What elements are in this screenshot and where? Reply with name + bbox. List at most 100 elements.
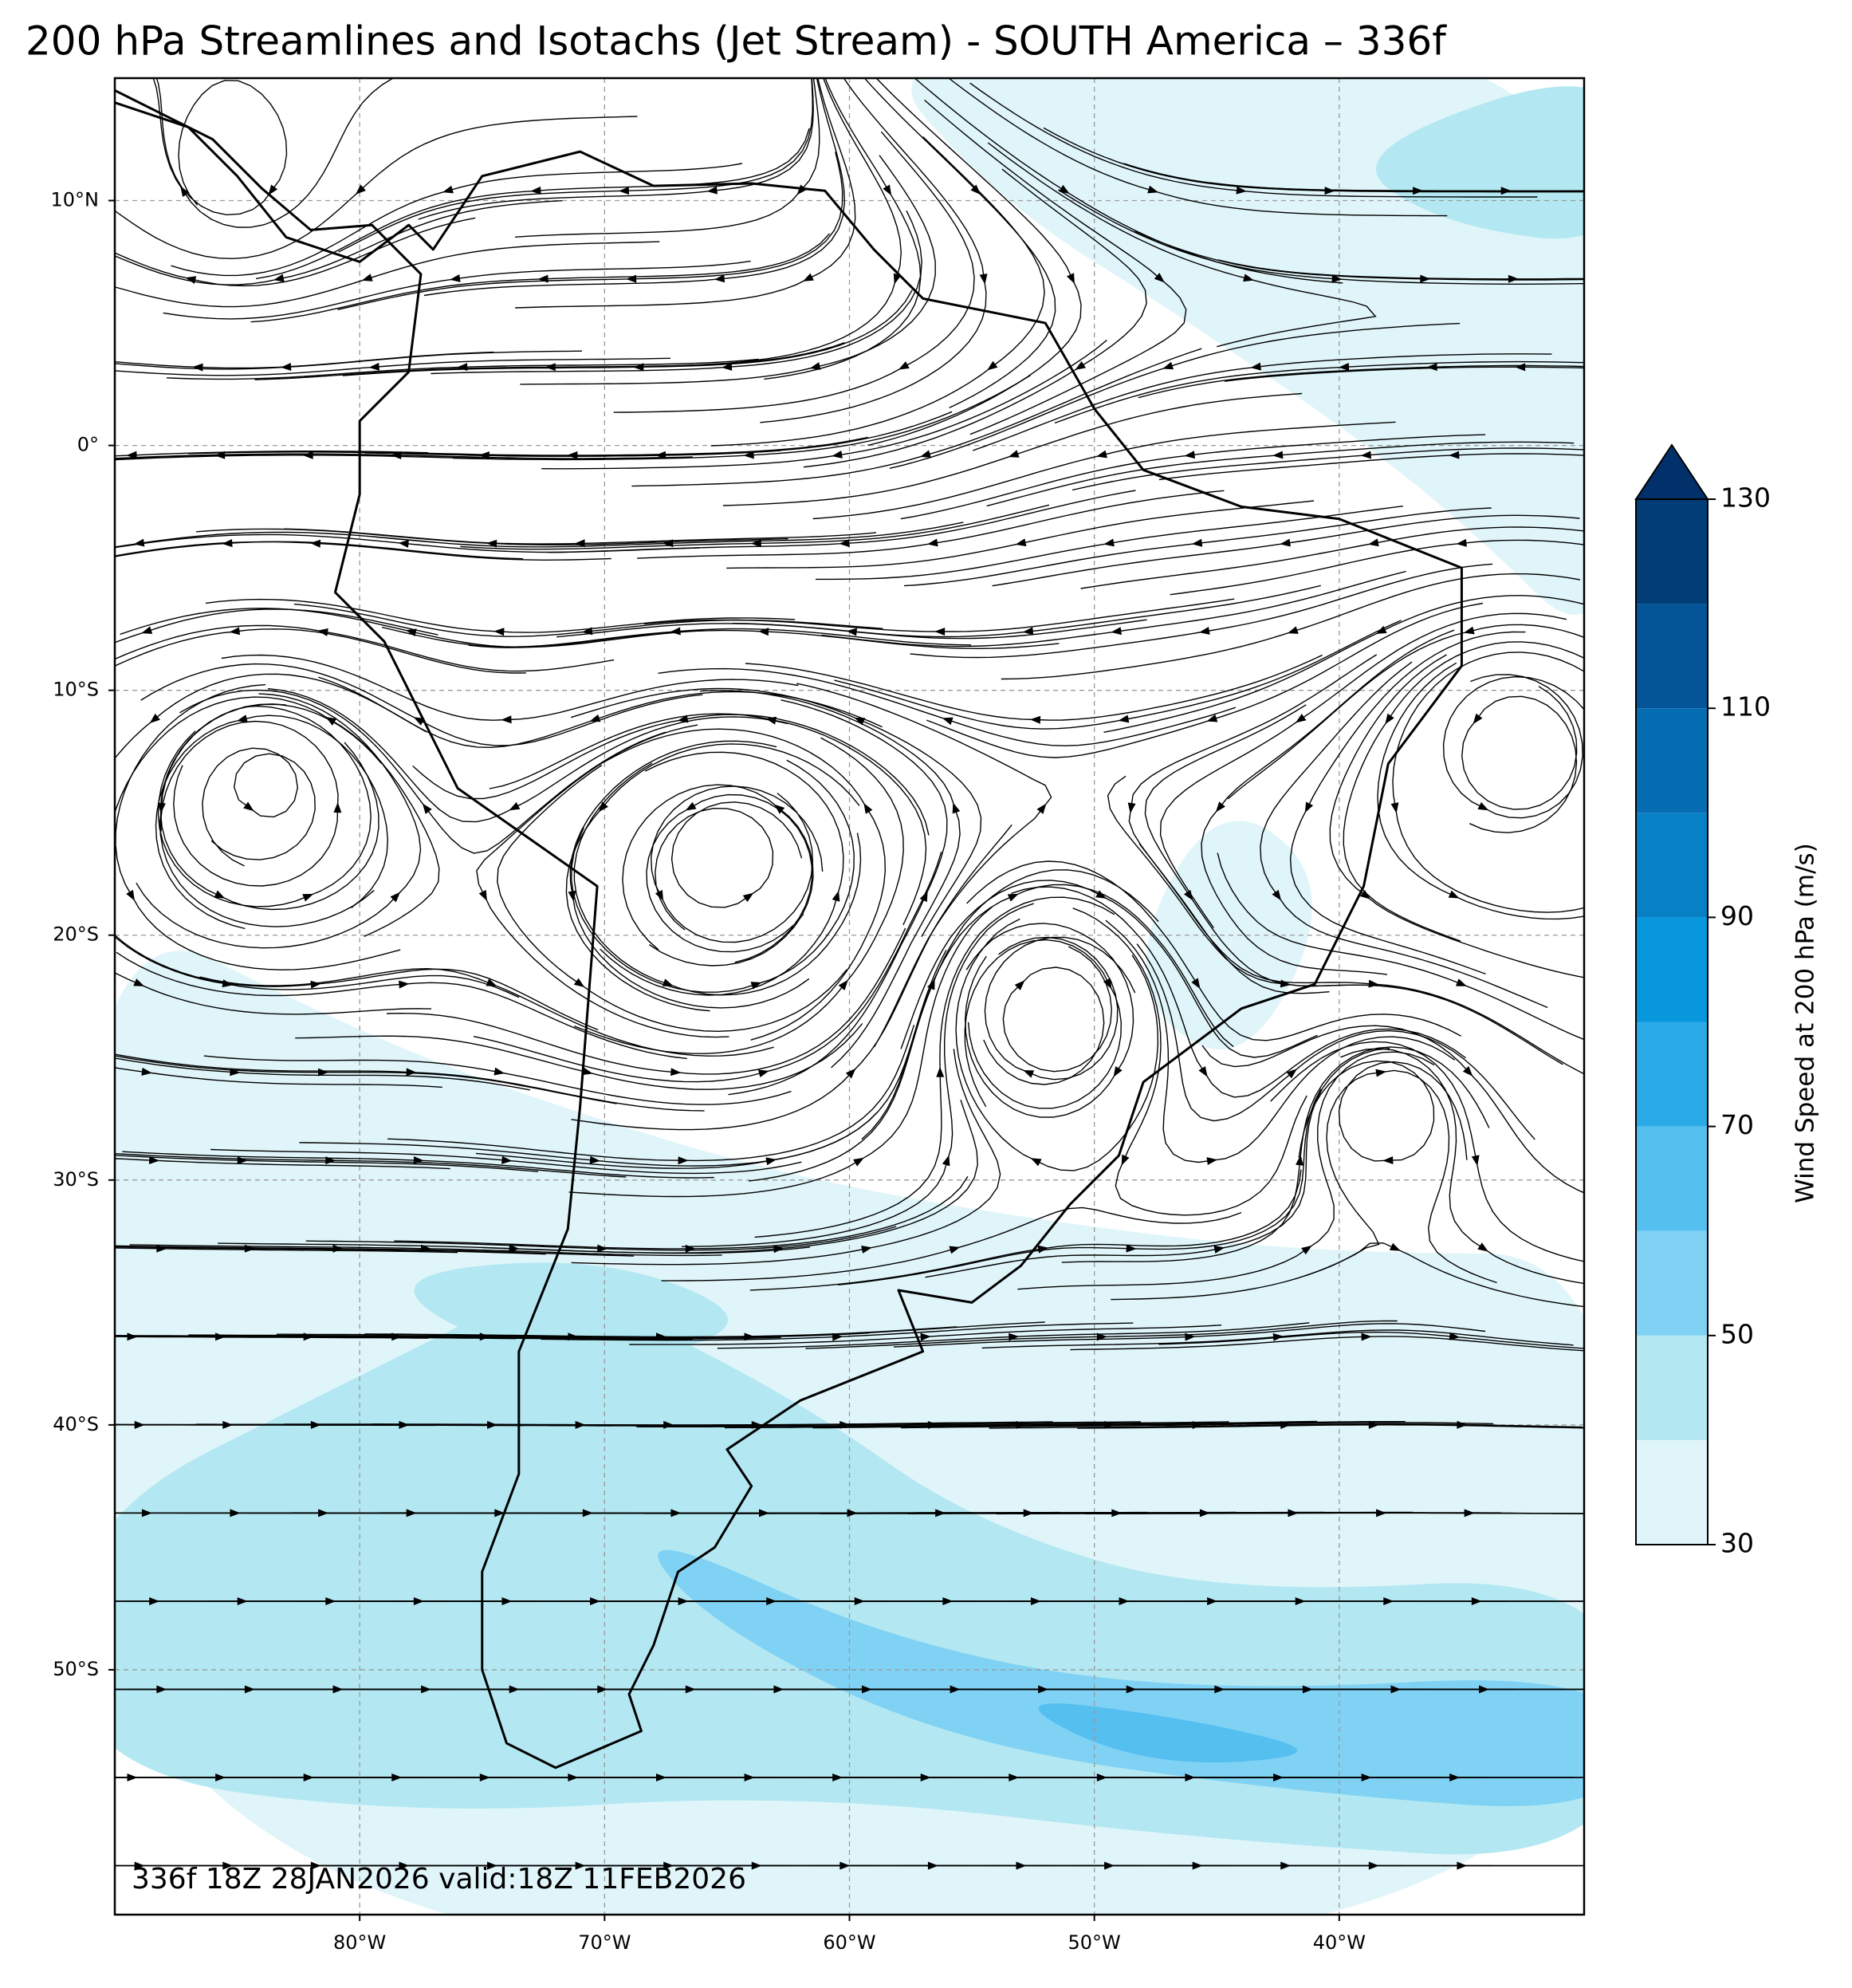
lat-tick-label: 10°S xyxy=(53,679,99,701)
streamline xyxy=(514,78,820,238)
streamline-arrow xyxy=(832,890,840,902)
streamline-arrow xyxy=(1191,978,1201,990)
streamline xyxy=(646,793,813,963)
streamline-arrow xyxy=(413,717,425,726)
streamline-arrow xyxy=(1359,889,1371,900)
streamline-arrow xyxy=(853,1157,864,1167)
streamline-arrow xyxy=(1272,451,1284,459)
streamline-arrow xyxy=(942,1155,950,1167)
streamline xyxy=(452,374,1032,461)
colorbar-tick-label: 130 xyxy=(1720,482,1771,514)
streamline-arrow xyxy=(832,451,843,459)
streamline-arrow xyxy=(863,803,873,814)
streamline xyxy=(903,507,1492,587)
streamline-arrow xyxy=(243,801,254,812)
streamline-arrow xyxy=(987,360,998,371)
streamline xyxy=(163,260,751,320)
streamline-arrow xyxy=(838,979,848,990)
streamline xyxy=(1134,230,1584,281)
streamline-arrow xyxy=(1121,1154,1130,1166)
streamline-arrow xyxy=(618,187,630,195)
streamline-arrow xyxy=(545,363,556,372)
streamline xyxy=(1138,364,1584,399)
streamline-arrow xyxy=(1014,980,1025,990)
streamline-arrow xyxy=(742,892,754,903)
streamline-arrow xyxy=(309,539,321,548)
streamline-arrow xyxy=(355,184,366,195)
streamline xyxy=(1217,259,1584,280)
streamline-arrow xyxy=(1361,1333,1372,1341)
streamline xyxy=(431,210,922,375)
streamline-arrow xyxy=(420,1244,432,1253)
streamline-arrow xyxy=(486,978,497,986)
lat-tick-label: 0° xyxy=(77,434,99,456)
streamline-arrow xyxy=(1500,187,1512,195)
streamline xyxy=(473,851,942,1083)
streamline-arrow xyxy=(1206,1157,1218,1166)
streamline xyxy=(159,703,379,911)
streamline xyxy=(1173,1512,1584,1514)
streamline-arrow xyxy=(1473,713,1483,725)
streamline-arrow xyxy=(898,361,910,370)
streamline xyxy=(115,200,563,285)
streamline-arrow xyxy=(1448,890,1460,899)
streamline xyxy=(1165,1423,1584,1428)
streamline-arrow xyxy=(832,1333,843,1341)
streamline xyxy=(318,676,883,749)
streamline xyxy=(722,392,1303,506)
lon-tick-label: 50°W xyxy=(1068,1931,1121,1954)
streamline-arrow xyxy=(678,1156,689,1165)
streamline-arrow xyxy=(655,1333,666,1341)
streamline-arrow xyxy=(1324,187,1335,195)
colorbar-segment xyxy=(1636,604,1708,709)
streamline xyxy=(1071,447,1584,491)
streamline-arrow xyxy=(597,1244,608,1253)
streamline-arrow xyxy=(399,980,410,989)
streamline-arrow xyxy=(1382,1156,1394,1164)
streamline-arrow xyxy=(317,628,328,636)
streamline-arrow xyxy=(1198,627,1210,635)
streamline xyxy=(115,624,615,672)
streamline-arrow xyxy=(302,451,313,459)
streamline-arrow xyxy=(949,1246,961,1254)
streamline xyxy=(115,673,427,760)
streamline-arrow xyxy=(1301,1245,1312,1255)
streamline-arrow xyxy=(809,362,821,370)
map-area xyxy=(115,78,1584,1915)
streamline-arrow xyxy=(1456,538,1467,547)
streamline-arrow xyxy=(1236,186,1247,195)
streamline-arrow xyxy=(1118,714,1130,723)
streamline-arrow xyxy=(325,716,337,726)
streamline-arrow xyxy=(942,717,954,726)
colorbar-tick-label: 50 xyxy=(1720,1318,1754,1349)
streamline-arrow xyxy=(333,802,342,813)
streamline xyxy=(622,784,814,966)
streamline-arrow xyxy=(1477,801,1489,811)
streamline xyxy=(115,683,401,970)
streamline xyxy=(115,628,526,674)
streamline xyxy=(1225,366,1584,382)
streamline-arrow xyxy=(1036,803,1047,814)
streamline-arrow xyxy=(1215,801,1225,813)
streamline-arrow xyxy=(537,274,549,283)
streamline-arrow xyxy=(141,626,153,634)
streamline xyxy=(115,541,611,561)
streamline-arrow xyxy=(1243,274,1254,282)
streamline-arrow xyxy=(662,978,674,986)
colorbar-tick-label: 30 xyxy=(1720,1528,1754,1559)
streamline-arrow xyxy=(413,1156,424,1164)
streamline-arrow xyxy=(773,804,785,814)
streamline-arrow xyxy=(268,184,278,195)
colorbar-segment xyxy=(1636,1230,1708,1336)
streamline-arrow xyxy=(501,715,512,724)
streamline-arrow xyxy=(185,276,197,284)
streamline-arrow xyxy=(1075,360,1086,371)
streamline xyxy=(159,703,383,927)
streamline xyxy=(1138,843,1584,1075)
streamline-arrow xyxy=(1184,451,1196,459)
streamline-arrow xyxy=(927,538,938,547)
streamline-arrow xyxy=(1095,890,1107,899)
streamline xyxy=(1170,539,1584,596)
streamline xyxy=(745,654,1323,721)
streamline xyxy=(115,541,524,560)
